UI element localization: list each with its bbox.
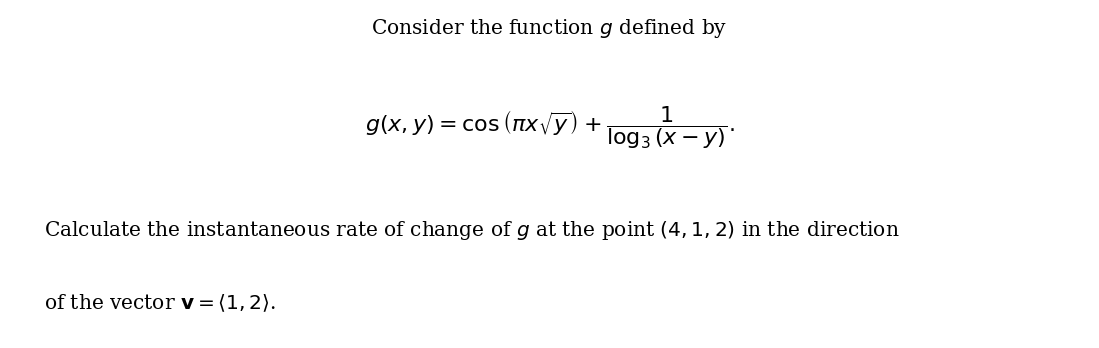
- Text: $g(x, y) = \cos\left(\pi x\sqrt{y}\right) + \dfrac{1}{\log_3(x - y)}.$: $g(x, y) = \cos\left(\pi x\sqrt{y}\right…: [365, 104, 734, 151]
- Text: Consider the function $g$ defined by: Consider the function $g$ defined by: [371, 17, 728, 40]
- Text: Calculate the instantaneous rate of change of $g$ at the point $(4, 1, 2)$ in th: Calculate the instantaneous rate of chan…: [44, 219, 899, 242]
- Text: of the vector $\mathbf{v} = \langle 1, 2\rangle$.: of the vector $\mathbf{v} = \langle 1, 2…: [44, 292, 276, 314]
